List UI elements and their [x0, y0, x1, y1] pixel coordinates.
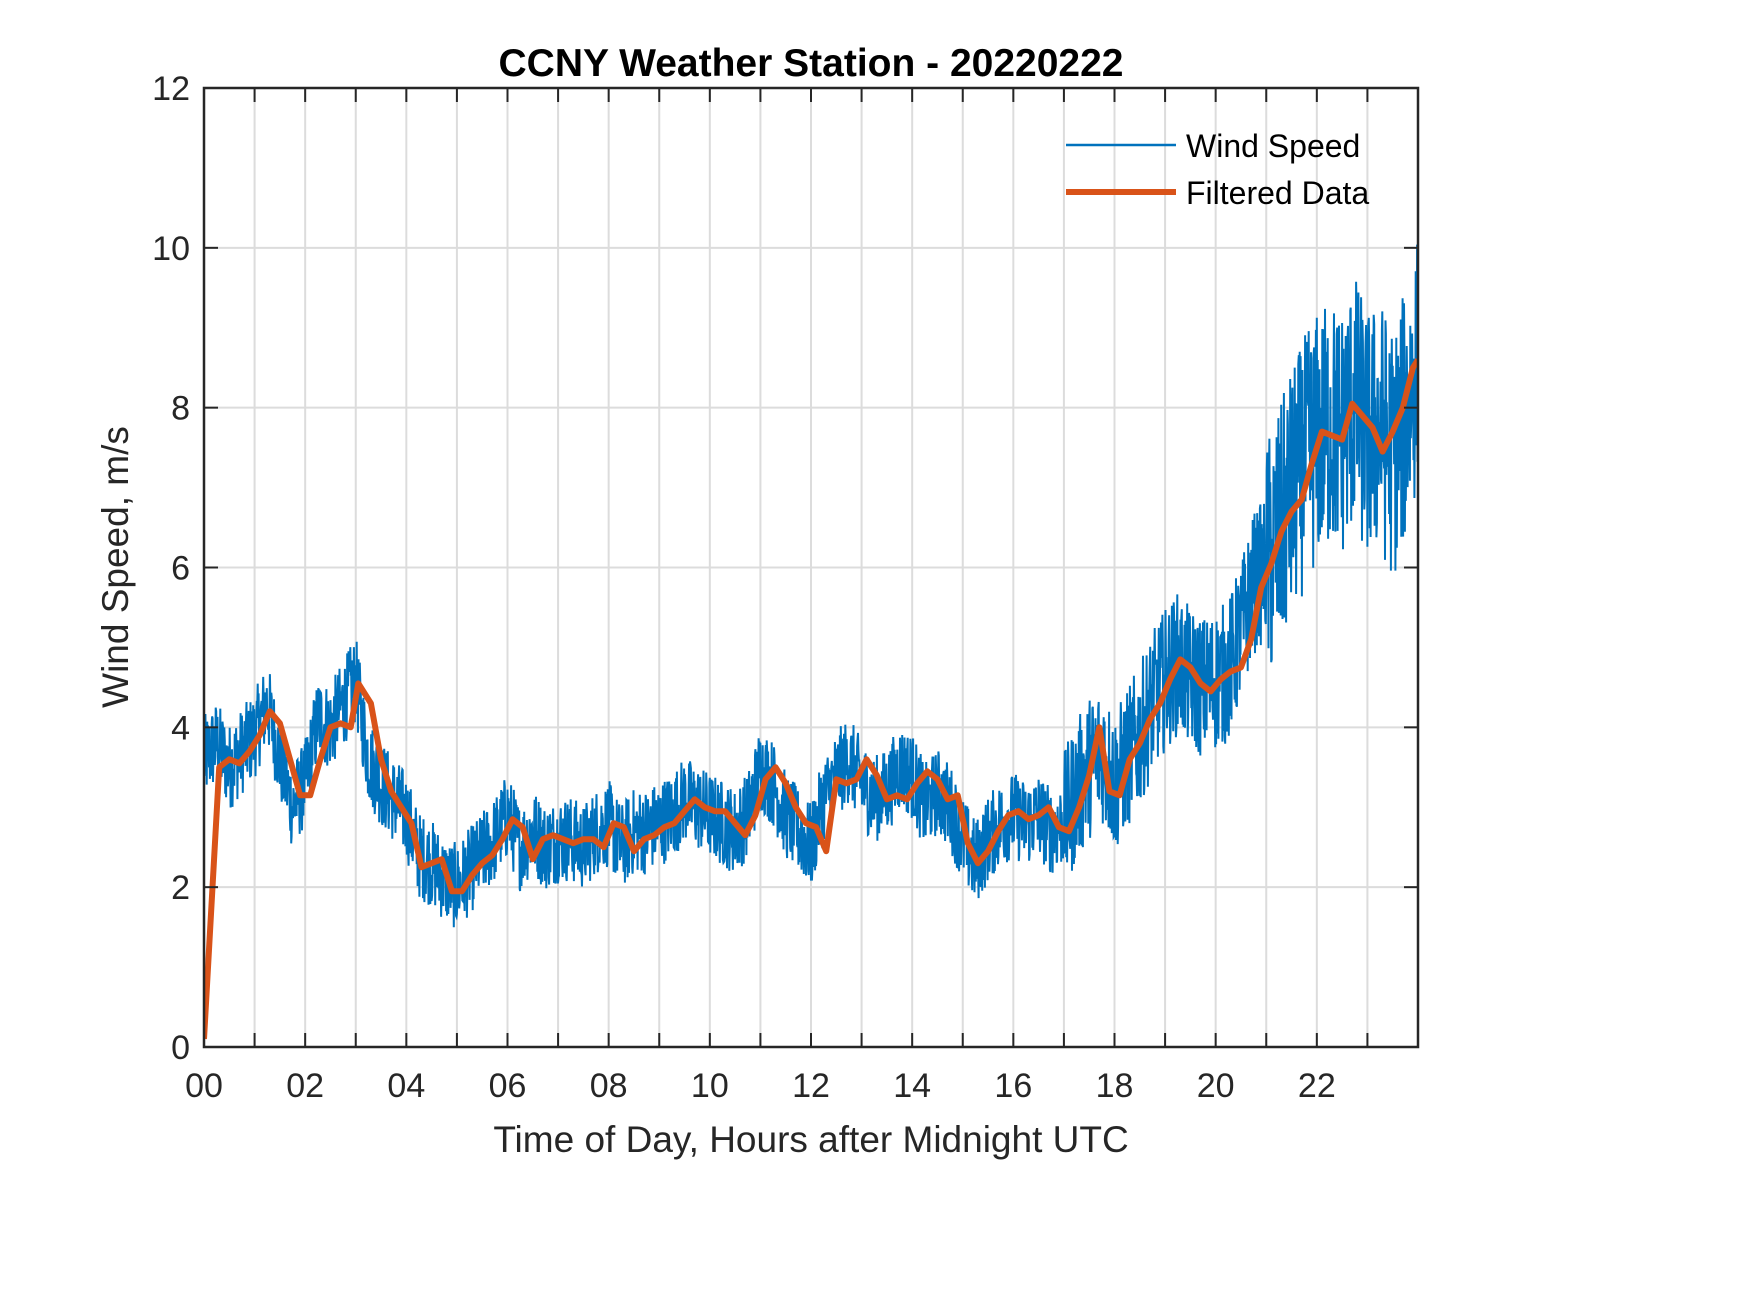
x-tick-label: 06 — [489, 1067, 527, 1105]
y-axis-label: Wind Speed, m/s — [95, 426, 136, 708]
legend: Wind Speed Filtered Data — [1066, 128, 1369, 211]
x-tick-label: 14 — [893, 1067, 931, 1105]
x-tick-labels: 00 02 04 06 08 10 12 14 16 18 20 22 — [185, 1067, 1336, 1105]
series-wind-speed-line — [204, 244, 1418, 928]
x-tick-label: 08 — [590, 1067, 628, 1105]
series-layer — [204, 244, 1418, 1040]
x-tick-label: 20 — [1197, 1067, 1235, 1105]
y-tick-label: 6 — [171, 550, 190, 588]
x-axis-label: Time of Day, Hours after Midnight UTC — [493, 1119, 1128, 1160]
x-tick-label: 02 — [286, 1067, 324, 1105]
y-tick-label: 12 — [152, 70, 190, 108]
y-tick-label: 8 — [171, 390, 190, 428]
legend-label-filtered-data: Filtered Data — [1186, 175, 1369, 211]
y-tick-labels: 0 2 4 6 8 10 12 — [152, 70, 190, 1067]
x-tick-label: 16 — [994, 1067, 1032, 1105]
x-tick-label: 12 — [792, 1067, 830, 1105]
x-tick-label: 10 — [691, 1067, 729, 1105]
y-tick-label: 0 — [171, 1029, 190, 1067]
axes — [202, 86, 1420, 1049]
x-tick-label: 04 — [387, 1067, 425, 1105]
x-tick-label: 22 — [1298, 1067, 1336, 1105]
y-tick-label: 10 — [152, 230, 190, 268]
x-tick-label: 00 — [185, 1067, 223, 1105]
chart-title: CCNY Weather Station - 20220222 — [499, 42, 1124, 85]
y-tick-label: 4 — [171, 709, 190, 747]
legend-label-wind-speed: Wind Speed — [1186, 128, 1360, 164]
x-tick-label: 18 — [1096, 1067, 1134, 1105]
series-filtered-data-line — [204, 358, 1418, 1040]
y-tick-label: 2 — [171, 869, 190, 907]
grid-lines — [204, 88, 1418, 1047]
